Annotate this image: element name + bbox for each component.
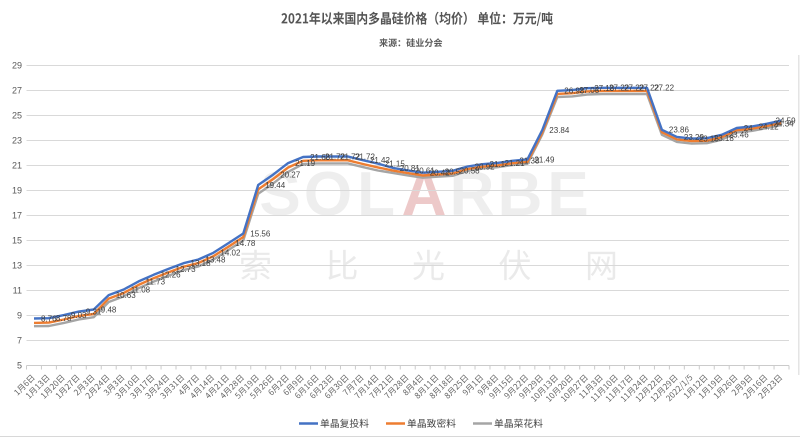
svg-text:27.22: 27.22 bbox=[609, 84, 630, 93]
svg-text:20.61: 20.61 bbox=[415, 166, 436, 175]
svg-text:21.68: 21.68 bbox=[310, 153, 331, 162]
svg-text:20.5: 20.5 bbox=[445, 168, 461, 177]
svg-text:27.18: 27.18 bbox=[594, 84, 615, 93]
svg-text:8.76: 8.76 bbox=[41, 314, 57, 323]
svg-text:13: 13 bbox=[12, 261, 22, 271]
svg-text:29: 29 bbox=[12, 61, 22, 71]
svg-text:21.38: 21.38 bbox=[519, 157, 540, 166]
svg-text:O: O bbox=[304, 160, 352, 229]
svg-text:23: 23 bbox=[12, 136, 22, 146]
svg-text:15: 15 bbox=[12, 236, 22, 246]
svg-text:21.72: 21.72 bbox=[355, 152, 376, 161]
svg-text:20.92: 20.92 bbox=[475, 162, 496, 171]
svg-text:20.81: 20.81 bbox=[400, 164, 421, 173]
svg-text:11.73: 11.73 bbox=[146, 277, 166, 286]
svg-text:9: 9 bbox=[17, 311, 22, 321]
svg-text:20.42: 20.42 bbox=[430, 169, 451, 178]
svg-text:23.84: 23.84 bbox=[549, 126, 570, 135]
svg-text:21.72: 21.72 bbox=[340, 152, 361, 161]
svg-text:11.08: 11.08 bbox=[131, 285, 151, 294]
svg-text:27.22: 27.22 bbox=[639, 84, 660, 93]
svg-text:19.44: 19.44 bbox=[265, 181, 286, 190]
svg-text:21: 21 bbox=[12, 161, 22, 171]
svg-text:26.98: 26.98 bbox=[564, 87, 585, 96]
svg-text:25: 25 bbox=[12, 111, 22, 121]
svg-text:10.63: 10.63 bbox=[116, 291, 137, 300]
svg-text:12.73: 12.73 bbox=[176, 265, 197, 274]
svg-text:23.86: 23.86 bbox=[669, 126, 690, 135]
svg-text:S: S bbox=[259, 160, 300, 229]
svg-text:14.78: 14.78 bbox=[235, 239, 256, 248]
svg-text:13.48: 13.48 bbox=[205, 255, 226, 264]
svg-text:27.22: 27.22 bbox=[624, 84, 645, 93]
svg-text:15.56: 15.56 bbox=[250, 229, 271, 238]
svg-text:21.42: 21.42 bbox=[370, 156, 391, 165]
svg-text:19: 19 bbox=[12, 186, 22, 196]
svg-text:21.21: 21.21 bbox=[505, 159, 526, 168]
svg-text:23.46: 23.46 bbox=[729, 131, 750, 140]
svg-text:24.59: 24.59 bbox=[776, 117, 797, 126]
svg-text:23.29: 23.29 bbox=[684, 133, 705, 142]
svg-text:23.15: 23.15 bbox=[699, 135, 720, 144]
svg-text:21.1: 21.1 bbox=[490, 160, 506, 169]
svg-text:13.18: 13.18 bbox=[191, 259, 212, 268]
svg-text:12.26: 12.26 bbox=[161, 271, 182, 280]
svg-text:23.18: 23.18 bbox=[714, 134, 735, 143]
svg-text:21.49: 21.49 bbox=[534, 155, 555, 164]
svg-text:21.72: 21.72 bbox=[325, 152, 346, 161]
svg-text:20.27: 20.27 bbox=[280, 171, 301, 180]
svg-text:9.03: 9.03 bbox=[71, 311, 87, 320]
svg-text:7: 7 bbox=[17, 336, 22, 346]
svg-text:E: E bbox=[547, 160, 588, 229]
svg-text:20.58: 20.58 bbox=[460, 167, 481, 176]
svg-text:5: 5 bbox=[17, 361, 22, 371]
svg-text:24.12: 24.12 bbox=[759, 122, 780, 131]
svg-text:17: 17 bbox=[12, 211, 22, 221]
svg-text:24.34: 24.34 bbox=[774, 120, 795, 129]
svg-text:21.19: 21.19 bbox=[295, 159, 316, 168]
svg-text:27.22: 27.22 bbox=[654, 84, 675, 93]
svg-text:B: B bbox=[498, 160, 543, 229]
svg-text:27: 27 bbox=[12, 86, 22, 96]
svg-text:27.03: 27.03 bbox=[579, 86, 600, 95]
svg-text:9.31: 9.31 bbox=[86, 308, 102, 317]
svg-text:11: 11 bbox=[13, 286, 22, 296]
svg-text:21.15: 21.15 bbox=[385, 160, 406, 169]
svg-text:8.78: 8.78 bbox=[56, 314, 72, 323]
svg-text:9.48: 9.48 bbox=[101, 305, 117, 314]
svg-text:24: 24 bbox=[744, 124, 753, 133]
svg-text:14.02: 14.02 bbox=[220, 249, 241, 258]
